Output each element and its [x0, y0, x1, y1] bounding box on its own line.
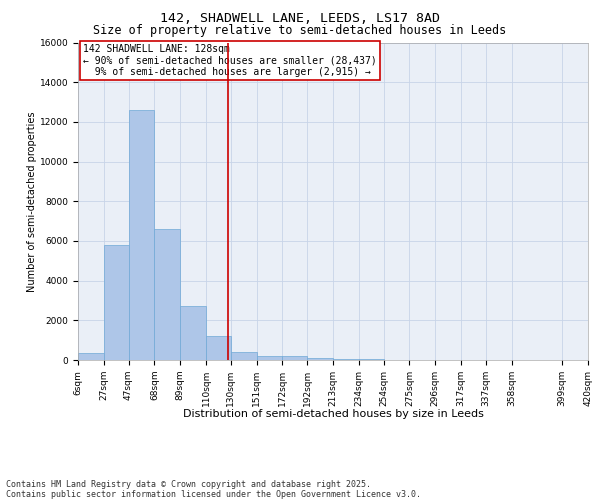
Bar [78, 353, 104, 360]
X-axis label: Distribution of semi-detached houses by size in Leeds: Distribution of semi-detached houses by … [182, 409, 484, 419]
Bar [180, 306, 206, 360]
Text: Contains HM Land Registry data © Crown copyright and database right 2025.
Contai: Contains HM Land Registry data © Crown c… [6, 480, 421, 499]
Bar [206, 336, 231, 360]
Bar [307, 358, 333, 360]
Bar [333, 359, 359, 360]
Y-axis label: Number of semi-detached properties: Number of semi-detached properties [27, 111, 37, 292]
Bar [104, 245, 128, 360]
Text: 142, SHADWELL LANE, LEEDS, LS17 8AD: 142, SHADWELL LANE, LEEDS, LS17 8AD [160, 12, 440, 26]
Bar [257, 356, 283, 360]
Bar [283, 356, 307, 360]
Bar [128, 110, 154, 360]
Text: Size of property relative to semi-detached houses in Leeds: Size of property relative to semi-detach… [94, 24, 506, 37]
Bar [231, 352, 257, 360]
Bar [154, 229, 180, 360]
Text: 142 SHADWELL LANE: 128sqm
← 90% of semi-detached houses are smaller (28,437)
  9: 142 SHADWELL LANE: 128sqm ← 90% of semi-… [83, 44, 377, 78]
